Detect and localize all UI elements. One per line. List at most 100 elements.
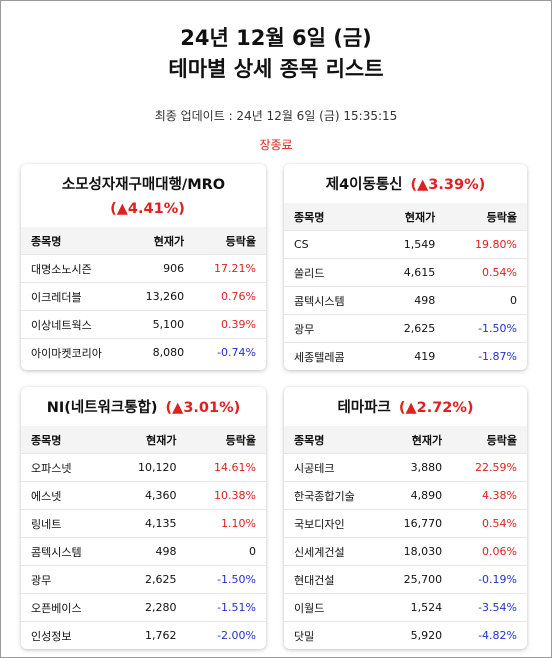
stock-name: 오픈베이스 <box>21 593 112 622</box>
column-header: 현재가 <box>126 227 195 255</box>
theme-card: NI(네트워크통합) (▲3.01%) 종목명 현재가 등락율 오파스넷 10,120 14.… <box>21 387 266 649</box>
header-row: 종목명 현재가 등락율 <box>284 426 527 454</box>
stock-row: 시공테크 3,880 22.59% <box>284 453 527 482</box>
stock-row: 신세계건설 18,030 0.06% <box>284 537 527 566</box>
theme-change: (▲2.72%) <box>398 400 474 416</box>
stock-name: 에스넷 <box>21 481 112 510</box>
stock-name: 시공테크 <box>284 453 382 482</box>
price: 10,120 <box>111 453 187 482</box>
title-line: 테마별 상세 종목 리스트 <box>168 57 384 81</box>
stock-name: 현대건설 <box>284 565 382 594</box>
stock-row: 세종텔레콤 419 -1.87% <box>284 342 527 370</box>
change-rate: -4.82% <box>452 621 527 649</box>
price: 8,080 <box>126 338 195 366</box>
column-header: 종목명 <box>21 227 127 255</box>
change-rate: -1.50% <box>445 314 527 343</box>
change-rate: 17.21% <box>194 254 266 283</box>
column-header: 등락율 <box>452 426 527 454</box>
stock-row: 광무 2,625 -1.50% <box>21 565 266 594</box>
update-time: 최종 업데이트 : 24년 12월 6일 (금) 15:35:15 <box>154 109 398 123</box>
stock-name: 오파스넷 <box>21 453 112 482</box>
stock-row: 콤텍시스템 498 0 <box>21 537 266 566</box>
market-status: 장종료 <box>259 138 293 152</box>
change-rate: 22.59% <box>452 453 527 482</box>
theme-name: NI(네트워크통합) <box>46 400 158 416</box>
theme-card: 테마파크 (▲2.72%) 종목명 현재가 등락율 시공테크 3,880 22.59% 한국종합… <box>284 387 527 649</box>
title-line: 24년 12월 6일 (금) <box>180 26 372 50</box>
price: 906 <box>126 254 195 283</box>
change-rate: -0.19% <box>452 565 527 594</box>
change-rate: 0 <box>186 537 266 566</box>
stock-row: 쏠리드 4,615 0.54% <box>284 258 527 287</box>
stock-name: 이월드 <box>284 593 382 622</box>
price: 419 <box>377 342 446 370</box>
price: 4,135 <box>111 509 187 538</box>
change-rate: 14.61% <box>186 453 266 482</box>
stock-row: 대명소노시즌 906 17.21% <box>21 254 266 283</box>
stock-row: 오파스넷 10,120 14.61% <box>21 453 266 482</box>
stock-name: 아이마켓코리아 <box>21 338 127 366</box>
stock-row: 국보디자인 16,770 0.54% <box>284 509 527 538</box>
stock-name: 콤텍시스템 <box>21 537 112 566</box>
stock-name: 세종텔레콤 <box>284 342 378 370</box>
change-rate: -3.54% <box>452 593 527 622</box>
column-header: 현재가 <box>377 203 446 231</box>
change-rate: 10.38% <box>186 481 266 510</box>
header-row: 종목명 현재가 등락율 <box>284 203 527 231</box>
stock-name: 이상네트웍스 <box>21 310 127 339</box>
theme-card: 제4이동통신 (▲3.39%) 종목명 현재가 등락율 CS 1,549 19.80% 쏠리드 4… <box>284 164 527 370</box>
column-header: 종목명 <box>21 426 112 454</box>
stock-name: 쏠리드 <box>284 258 378 287</box>
price: 1,524 <box>381 593 453 622</box>
theme-card: 소모성자재구매대행/MRO (▲4.41%) 종목명 현재가 등락율 대명소노시즌 906 1… <box>21 164 266 370</box>
price: 1,762 <box>111 621 187 649</box>
card-header: 소모성자재구매대행/MRO (▲4.41%) <box>21 164 266 227</box>
price: 5,920 <box>381 621 453 649</box>
change-rate: 0.76% <box>194 282 266 311</box>
price: 4,615 <box>377 258 446 287</box>
stock-table: 종목명 현재가 등락율 CS 1,549 19.80% 쏠리드 4,615 0.54% 콤텍시스템… <box>284 203 527 370</box>
column-header: 종목명 <box>284 426 382 454</box>
title: 24년 12월 6일 (금) 테마별 상세 종목 리스트 <box>1 23 551 85</box>
stock-row: CS 1,549 19.80% <box>284 230 527 259</box>
stock-row: 이상네트웍스 5,100 0.39% <box>21 310 266 339</box>
price: 25,700 <box>381 565 453 594</box>
change-rate: 0.39% <box>194 310 266 339</box>
stock-row: 한국종합기술 4,890 4.38% <box>284 481 527 510</box>
price: 498 <box>377 286 446 315</box>
price: 498 <box>111 537 187 566</box>
theme-change: (▲3.01%) <box>165 400 241 416</box>
theme-change: (▲3.39%) <box>410 177 486 193</box>
change-rate: 0.06% <box>452 537 527 566</box>
stock-row: 이크레더블 13,260 0.76% <box>21 282 266 311</box>
change-rate: -2.00% <box>186 621 266 649</box>
change-rate: -1.51% <box>186 593 266 622</box>
stock-name: 국보디자인 <box>284 509 382 538</box>
theme-name: 소모성자재구매대행/MRO <box>61 177 226 193</box>
stock-name: 신세계건설 <box>284 537 382 566</box>
stock-table: 종목명 현재가 등락율 대명소노시즌 906 17.21% 이크레더블 13,260 0.76%… <box>21 227 266 366</box>
change-rate: 4.38% <box>452 481 527 510</box>
stock-name: 광무 <box>21 565 112 594</box>
price: 2,625 <box>111 565 187 594</box>
column-header: 종목명 <box>284 203 378 231</box>
price: 2,625 <box>377 314 446 343</box>
stock-table: 종목명 현재가 등락율 오파스넷 10,120 14.61% 에스넷 4,360 10.38% 링… <box>21 426 266 649</box>
stock-row: 인성정보 1,762 -2.00% <box>21 621 266 649</box>
change-rate: 19.80% <box>445 230 527 259</box>
change-rate: -1.87% <box>445 342 527 370</box>
stock-row: 이월드 1,524 -3.54% <box>284 593 527 622</box>
stock-name: 인성정보 <box>21 621 112 649</box>
stock-name: 닷밀 <box>284 621 382 649</box>
stock-row: 아이마켓코리아 8,080 -0.74% <box>21 338 266 366</box>
stock-row: 광무 2,625 -1.50% <box>284 314 527 343</box>
change-rate: -0.74% <box>194 338 266 366</box>
theme-change: (▲4.41%) <box>110 201 185 217</box>
stock-row: 오픈베이스 2,280 -1.51% <box>21 593 266 622</box>
price: 16,770 <box>381 509 453 538</box>
stock-name: 대명소노시즌 <box>21 254 127 283</box>
theme-name: 제4이동통신 <box>325 177 403 193</box>
